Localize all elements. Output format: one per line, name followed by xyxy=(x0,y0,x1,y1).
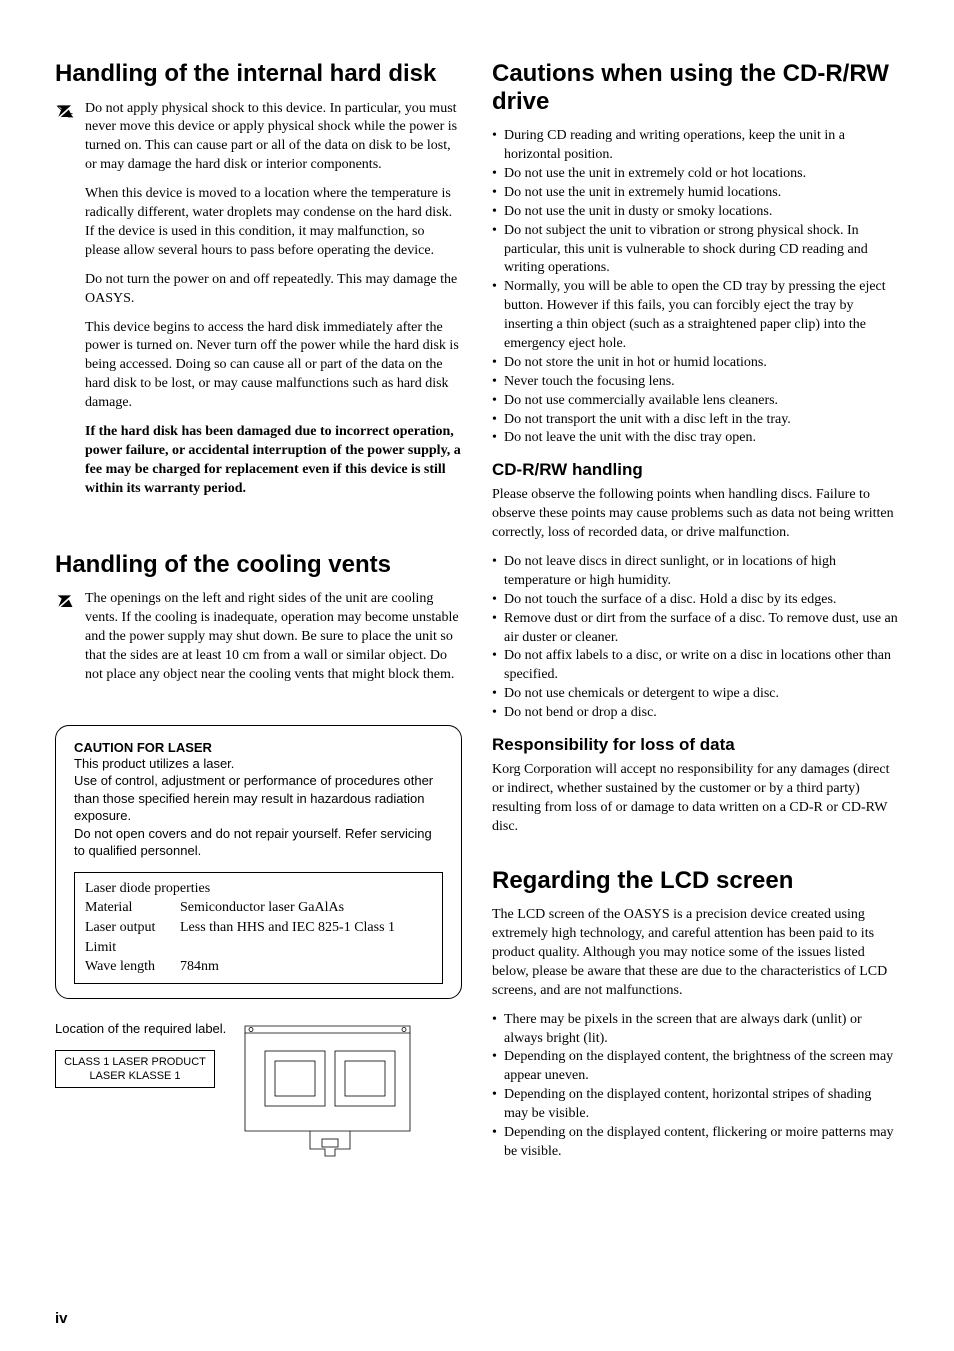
cdrw-handling-p: Please observe the following points when… xyxy=(492,486,899,543)
laser-key: Wave length xyxy=(85,957,180,977)
heading-cooling: Handling of the cooling vents xyxy=(55,551,462,579)
list-item: Do not leave discs in direct sunlight, o… xyxy=(492,553,899,591)
list-item: Remove dust or dirt from the surface of … xyxy=(492,610,899,648)
list-item: During CD reading and writing operations… xyxy=(492,127,899,165)
laser-class-label: CLASS 1 LASER PRODUCT LASER KLASSE 1 xyxy=(55,1050,215,1089)
list-item: Do not transport the unit with a disc le… xyxy=(492,411,899,430)
cdrw-list: During CD reading and writing operations… xyxy=(492,127,899,448)
list-item: Depending on the displayed content, hori… xyxy=(492,1086,899,1124)
list-item: Do not use the unit in dusty or smoky lo… xyxy=(492,203,899,222)
laser-row: Laser output Less than HHS and IEC 825-1… xyxy=(85,918,432,938)
laser-key: Material xyxy=(85,898,180,918)
location-left: Location of the required label. CLASS 1 … xyxy=(55,1021,226,1089)
heading-cdrw-handling: CD-R/RW handling xyxy=(492,460,899,480)
laser-class-line1: CLASS 1 LASER PRODUCT xyxy=(62,1055,208,1069)
list-item: Depending on the displayed content, flic… xyxy=(492,1124,899,1162)
list-item: Do not affix labels to a disc, or write … xyxy=(492,647,899,685)
list-item: Do not subject the unit to vibration or … xyxy=(492,222,899,279)
device-diagram xyxy=(240,1021,415,1166)
laser-row: Wave length 784nm xyxy=(85,957,432,977)
hd-p1: Do not apply physical shock to this devi… xyxy=(85,100,462,176)
list-item: Do not use commercially available lens c… xyxy=(492,392,899,411)
list-item: Do not store the unit in hot or humid lo… xyxy=(492,354,899,373)
laser-props-title: Laser diode properties xyxy=(85,879,432,899)
right-column: Cautions when using the CD-R/RW drive Du… xyxy=(492,60,899,1172)
list-item: Never touch the focusing lens. xyxy=(492,373,899,392)
responsibility-p: Korg Corporation will accept no responsi… xyxy=(492,761,899,837)
hd-p4: This device begins to access the hard di… xyxy=(85,319,462,413)
laser-val: 784nm xyxy=(180,957,432,977)
list-item: Do not use the unit in extremely cold or… xyxy=(492,165,899,184)
location-label: Location of the required label. xyxy=(55,1021,226,1036)
list-item: Depending on the displayed content, the … xyxy=(492,1048,899,1086)
laser-class-line2: LASER KLASSE 1 xyxy=(62,1069,208,1083)
laser-val: Semiconductor laser GaAlAs xyxy=(180,898,432,918)
hard-disk-block: Do not apply physical shock to this devi… xyxy=(55,100,462,509)
left-column: Handling of the internal hard disk Do no… xyxy=(55,60,462,1172)
hd-p3: Do not turn the power on and off repeate… xyxy=(85,271,462,309)
caution-title: CAUTION FOR LASER xyxy=(74,740,443,755)
list-item: Do not use chemicals or detergent to wip… xyxy=(492,685,899,704)
lcd-p: The LCD screen of the OASYS is a precisi… xyxy=(492,906,899,1000)
heading-responsibility: Responsibility for loss of data xyxy=(492,735,899,755)
cdrw-handling-list: Do not leave discs in direct sunlight, o… xyxy=(492,553,899,723)
heading-lcd: Regarding the LCD screen xyxy=(492,867,899,895)
list-item: Normally, you will be able to open the C… xyxy=(492,278,899,354)
warning-icon xyxy=(55,102,75,127)
laser-key: Laser output xyxy=(85,918,180,938)
page-columns: Handling of the internal hard disk Do no… xyxy=(55,60,899,1172)
list-item: Do not use the unit in extremely humid l… xyxy=(492,184,899,203)
list-item: Do not touch the surface of a disc. Hold… xyxy=(492,591,899,610)
list-item: Do not bend or drop a disc. xyxy=(492,704,899,723)
laser-properties-table: Laser diode properties Material Semicond… xyxy=(74,872,443,984)
list-item: Do not leave the unit with the disc tray… xyxy=(492,429,899,448)
laser-val xyxy=(180,938,432,958)
caution-body: This product utilizes a laser. Use of co… xyxy=(74,755,443,860)
heading-hard-disk: Handling of the internal hard disk xyxy=(55,60,462,88)
list-item: There may be pixels in the screen that a… xyxy=(492,1011,899,1049)
cooling-block: The openings on the left and right sides… xyxy=(55,590,462,694)
lcd-list: There may be pixels in the screen that a… xyxy=(492,1011,899,1162)
warning-icon xyxy=(55,592,75,617)
laser-row: Limit xyxy=(85,938,432,958)
laser-val: Less than HHS and IEC 825-1 Class 1 xyxy=(180,918,432,938)
hd-p2: When this device is moved to a location … xyxy=(85,185,462,261)
cooling-text: The openings on the left and right sides… xyxy=(85,590,462,694)
heading-cdrw: Cautions when using the CD-R/RW drive xyxy=(492,60,899,115)
laser-key: Limit xyxy=(85,938,180,958)
hd-p5: If the hard disk has been damaged due to… xyxy=(85,423,462,499)
cooling-p: The openings on the left and right sides… xyxy=(85,590,462,684)
page-number: iv xyxy=(55,1310,68,1327)
caution-laser-box: CAUTION FOR LASER This product utilizes … xyxy=(55,725,462,999)
hard-disk-text: Do not apply physical shock to this devi… xyxy=(85,100,462,509)
laser-row: Material Semiconductor laser GaAlAs xyxy=(85,898,432,918)
location-row: Location of the required label. CLASS 1 … xyxy=(55,1021,462,1166)
